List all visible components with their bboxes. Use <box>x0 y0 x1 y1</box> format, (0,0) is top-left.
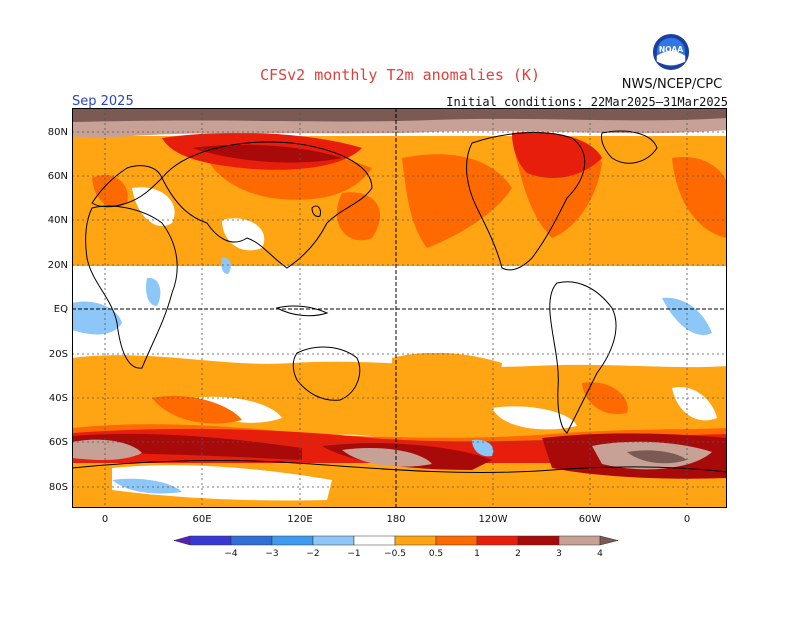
noaa-logo-icon: NOAA <box>652 33 690 71</box>
lon-label-180: 180 <box>386 514 406 525</box>
lat-label-20n: 20N <box>47 260 68 271</box>
legend-swatch--3_-2 <box>230 535 273 546</box>
legend-swatch--1_-0.5 <box>312 535 355 546</box>
lat-label-40n: 40N <box>47 215 68 226</box>
anomaly-fill-cool <box>72 257 712 494</box>
legend-swatch-2_3 <box>476 535 519 546</box>
lon-label-60w: 60W <box>578 514 602 525</box>
lat-label-60s: 60S <box>48 437 68 448</box>
lat-label-40s: 40S <box>48 393 68 404</box>
legend-swatch-gt5 <box>599 535 619 546</box>
lon-label-0-east: 0 <box>683 514 691 525</box>
logo-text: NOAA <box>659 45 683 54</box>
anomaly-fill-gt4 <box>72 108 727 470</box>
legend-swatch-3_4 <box>517 535 560 546</box>
legend-tick-label: 4 <box>597 549 603 559</box>
lat-label-80s: 80S <box>48 482 68 493</box>
lon-label-120e: 120E <box>287 514 313 525</box>
legend-tick-label: −0.5 <box>384 549 406 559</box>
lat-label-60n: 60N <box>47 171 68 182</box>
lat-label-80n: 80N <box>47 127 68 138</box>
agency-label: NWS/NCEP/CPC <box>621 77 723 92</box>
lon-label-120w: 120W <box>478 514 508 525</box>
legend-swatch--2_-1 <box>271 535 314 546</box>
legend-swatch-0.5_1 <box>394 535 437 546</box>
legend-tick-label: −4 <box>224 549 238 559</box>
lon-label-0: 0 <box>101 514 109 525</box>
legend-tick-label: −3 <box>265 549 278 559</box>
legend-tick-label: 1 <box>474 549 480 559</box>
equator-dateline <box>72 108 727 508</box>
coastlines <box>72 130 727 473</box>
lat-label-eq: EQ <box>53 304 68 315</box>
legend-tick-label: 0.5 <box>429 549 443 559</box>
initial-conditions: Initial conditions: 22Mar2025–31Mar2025 <box>446 95 728 109</box>
legend-tick-label: 3 <box>556 549 562 559</box>
lat-label-20s: 20S <box>48 349 68 360</box>
legend-swatch-1_2 <box>435 535 478 546</box>
valid-month: Sep 2025 <box>72 94 134 109</box>
legend-tick-label: −1 <box>347 549 360 559</box>
legend-tick-label: 2 <box>515 549 521 559</box>
anomaly-map <box>72 108 727 508</box>
legend-tick-label: −2 <box>306 549 319 559</box>
legend-colorbar: −4 −3 −2 −1 −0.5 0.5 1 2 3 4 <box>173 535 619 559</box>
legend-swatch-lt-neg4 <box>173 535 191 546</box>
map-frame <box>72 108 727 508</box>
legend-swatch-4_5 <box>558 535 601 546</box>
legend-swatch--4_-3 <box>189 535 232 546</box>
legend-swatch--0.5_0.5 <box>353 535 396 546</box>
map-title: CFSv2 monthly T2m anomalies (K) <box>260 66 540 84</box>
lon-label-60e: 60E <box>192 514 212 525</box>
graticule <box>72 108 727 508</box>
